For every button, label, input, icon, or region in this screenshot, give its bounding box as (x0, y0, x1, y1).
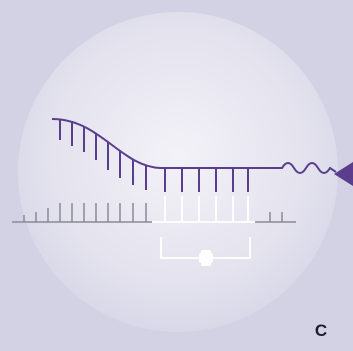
panel-label: C (315, 321, 327, 340)
cross-v (201, 250, 211, 266)
cross-marker (199, 250, 213, 266)
view-circle (18, 12, 338, 332)
diagram: C (0, 0, 353, 351)
